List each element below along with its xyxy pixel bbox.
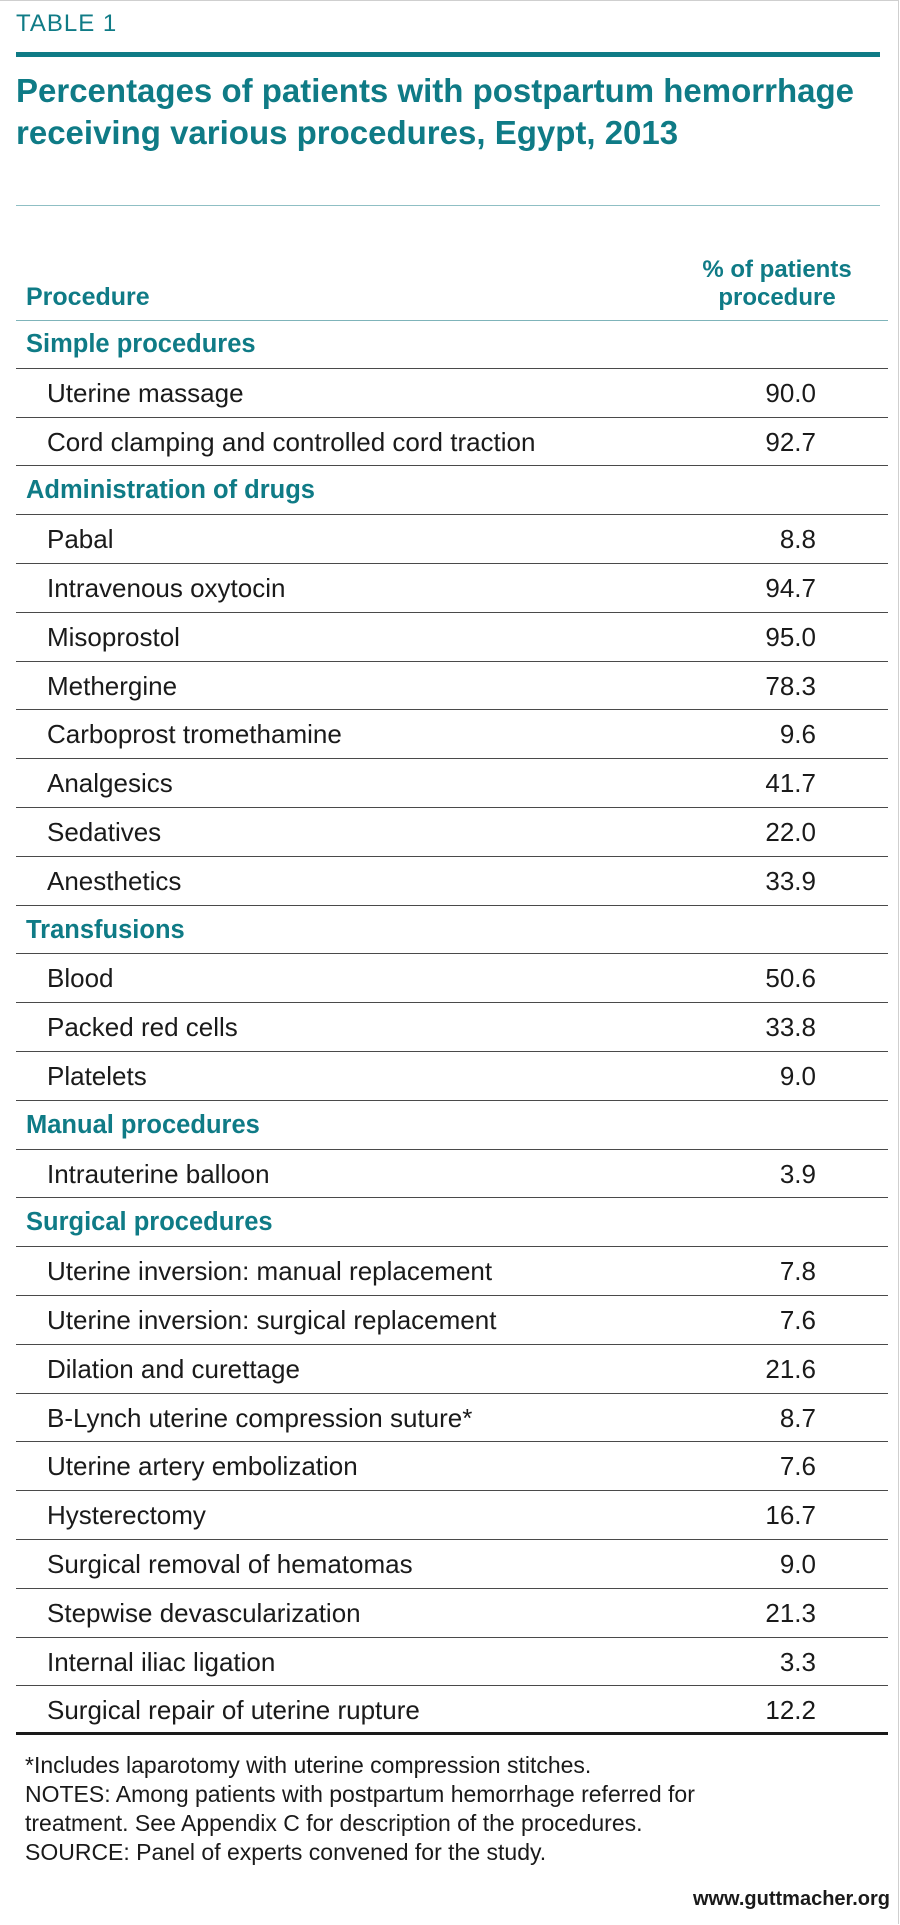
- percent-value: 41.7: [765, 768, 816, 799]
- percent-value: 22.0: [765, 816, 816, 847]
- procedure-label: Blood: [47, 963, 114, 994]
- column-header-procedure: Procedure: [26, 283, 150, 311]
- percent-value: 8.8: [779, 524, 816, 555]
- table-row: Dilation and curettage 21.6: [16, 1345, 888, 1394]
- percent-value: 95.0: [765, 621, 816, 652]
- header-rule: [16, 52, 880, 57]
- table-row: Uterine inversion: manual replacement 7.8: [16, 1247, 888, 1296]
- section-label: Simple procedures: [26, 330, 256, 358]
- table-row: Uterine massage 90.0: [16, 369, 888, 418]
- percent-value: 12.2: [765, 1695, 816, 1726]
- table-row: Blood 50.6: [16, 954, 888, 1004]
- column-header-percent-line2: procedure: [718, 284, 836, 311]
- percent-value: 9.6: [779, 719, 816, 750]
- table-row: Pabal 8.8: [16, 515, 888, 564]
- table-row: Sedatives 22.0: [16, 808, 888, 857]
- source-note: SOURCE: Panel of experts convened for th…: [25, 1839, 547, 1865]
- procedure-label: Platelets: [47, 1060, 147, 1091]
- percent-value: 33.9: [765, 865, 816, 896]
- notes-line-1: NOTES: Among patients with postpartum he…: [25, 1781, 695, 1807]
- percent-value: 7.6: [779, 1304, 816, 1335]
- procedure-label: Intrauterine balloon: [47, 1158, 270, 1189]
- title-divider: [16, 205, 880, 206]
- section-label: Surgical procedures: [26, 1208, 273, 1237]
- table-row: Surgical repair of uterine rupture 12.2: [16, 1686, 888, 1736]
- procedure-label: Analgesics: [47, 768, 173, 799]
- table-row: Methergine 78.3: [16, 662, 888, 711]
- percent-value: 33.8: [765, 1012, 816, 1043]
- procedure-label: Uterine massage: [47, 377, 244, 408]
- table-section-row: Simple procedures: [16, 320, 888, 369]
- table-row: Platelets 9.0: [16, 1052, 888, 1101]
- table-section-row: Surgical procedures: [16, 1198, 888, 1248]
- percent-value: 78.3: [765, 670, 816, 701]
- percent-value: 92.7: [765, 426, 816, 457]
- table-title: Percentages of patients with postpartum …: [16, 72, 854, 151]
- column-header-percent-line1: % of patients: [702, 256, 852, 283]
- section-label: Manual procedures: [26, 1110, 260, 1139]
- section-label: Administration of drugs: [26, 476, 315, 505]
- table-row: Cord clamping and controlled cord tracti…: [16, 418, 888, 467]
- table-section-row: Manual procedures: [16, 1101, 888, 1150]
- procedure-label: Internal iliac ligation: [47, 1646, 276, 1677]
- table-row: B-Lynch uterine compression suture* 8.7: [16, 1394, 888, 1443]
- table-row: Surgical removal of hematomas 9.0: [16, 1540, 888, 1589]
- procedure-label: Surgical removal of hematomas: [47, 1548, 413, 1579]
- procedure-label: Anesthetics: [47, 865, 182, 896]
- percent-value: 9.0: [779, 1548, 816, 1579]
- table-section-row: Transfusions: [16, 906, 888, 955]
- procedure-label: Intravenous oxytocin: [47, 572, 286, 603]
- table-row: Intrauterine balloon 3.9: [16, 1150, 888, 1199]
- procedure-label: Cord clamping and controlled cord tracti…: [47, 426, 536, 457]
- percent-value: 3.9: [779, 1158, 816, 1189]
- percent-value: 21.6: [765, 1353, 816, 1384]
- table-kicker: TABLE 1: [16, 10, 118, 37]
- table-section-row: Administration of drugs: [16, 466, 888, 516]
- table-row: Analgesics 41.7: [16, 759, 888, 808]
- table-row: Intravenous oxytocin 94.7: [16, 564, 888, 613]
- table-row: Uterine inversion: surgical replacement 7…: [16, 1296, 888, 1345]
- footnote: *Includes laparotomy with uterine compre…: [25, 1752, 592, 1778]
- table-row: Packed red cells 33.8: [16, 1003, 888, 1052]
- percent-value: 7.6: [779, 1451, 816, 1482]
- percent-value: 21.3: [765, 1597, 816, 1628]
- table-row: Stepwise devascularization 21.3: [16, 1589, 888, 1638]
- table-row: Misoprostol 95.0: [16, 613, 888, 662]
- table-row: Hysterectomy 16.7: [16, 1491, 888, 1540]
- procedure-label: Methergine: [47, 670, 178, 701]
- table-row: Uterine artery embolization 7.6: [16, 1442, 888, 1492]
- procedure-label: B-Lynch uterine compression suture*: [47, 1402, 473, 1433]
- table-row: Anesthetics 33.9: [16, 857, 888, 906]
- percent-value: 9.0: [779, 1060, 816, 1091]
- procedure-label: Uterine artery embolization: [47, 1451, 358, 1482]
- percent-value: 16.7: [765, 1500, 816, 1531]
- percent-value: 8.7: [779, 1402, 816, 1433]
- percent-value: 3.3: [779, 1646, 816, 1677]
- procedure-label: Packed red cells: [47, 1012, 238, 1043]
- footer-url: www.guttmacher.org: [692, 1888, 890, 1910]
- procedure-label: Surgical repair of uterine rupture: [47, 1695, 420, 1726]
- procedure-label: Uterine inversion: surgical replacement: [47, 1304, 497, 1335]
- column-header-percent: % of patients procedure: [682, 256, 872, 312]
- procedure-label: Dilation and curettage: [47, 1353, 300, 1384]
- procedure-label: Uterine inversion: manual replacement: [47, 1256, 493, 1287]
- procedure-label: Sedatives: [47, 816, 162, 847]
- section-label: Transfusions: [26, 915, 185, 944]
- table-row: Carboprost tromethamine 9.6: [16, 710, 888, 760]
- notes-line-2: treatment. See Appendix C for descriptio…: [25, 1810, 643, 1836]
- column-header: Procedure % of patients procedure: [16, 250, 888, 321]
- percent-value: 50.6: [765, 963, 816, 994]
- procedure-label: Hysterectomy: [47, 1500, 206, 1531]
- table-notes: *Includes laparotomy with uterine compre…: [25, 1751, 865, 1867]
- table-body: Simple procedures Uterine massage 90.0 Cord…: [16, 320, 888, 1736]
- procedure-label: Misoprostol: [47, 621, 180, 652]
- percent-value: 7.8: [779, 1256, 816, 1287]
- table-row: Internal iliac ligation 3.3: [16, 1638, 888, 1687]
- percent-value: 90.0: [765, 377, 816, 408]
- procedure-label: Stepwise devascularization: [47, 1597, 361, 1628]
- procedure-label: Pabal: [47, 524, 114, 555]
- procedure-label: Carboprost tromethamine: [47, 719, 342, 750]
- percent-value: 94.7: [765, 572, 816, 603]
